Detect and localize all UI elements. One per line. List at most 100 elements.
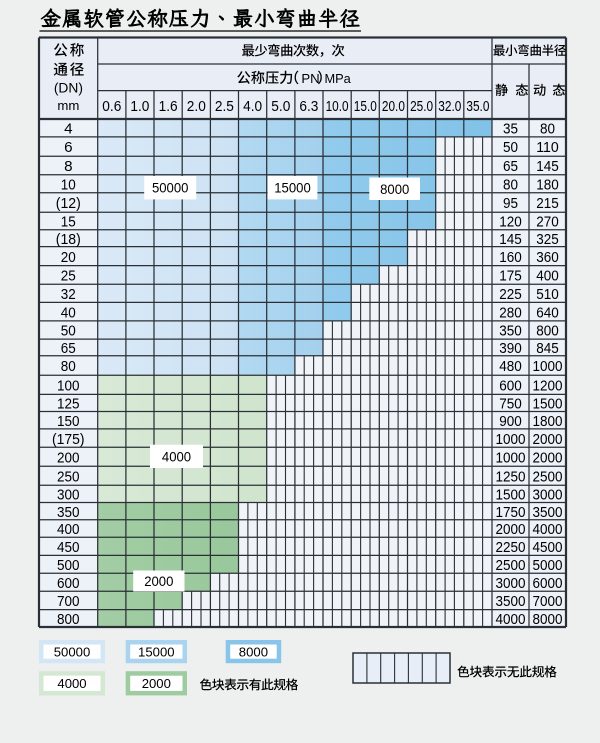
svg-text:50000: 50000 [152, 181, 189, 196]
svg-text:15000: 15000 [138, 644, 175, 659]
svg-text:4.0: 4.0 [243, 98, 262, 115]
svg-text:640: 640 [536, 304, 559, 321]
svg-text:1500: 1500 [533, 396, 563, 413]
svg-text:1750: 1750 [496, 504, 526, 521]
svg-text:mm: mm [57, 98, 79, 113]
svg-text:2250: 2250 [496, 539, 526, 556]
svg-text:8000: 8000 [239, 644, 268, 659]
svg-text:900: 900 [499, 413, 522, 430]
svg-text:145: 145 [499, 231, 522, 248]
svg-text:15000: 15000 [274, 181, 311, 196]
svg-text:280: 280 [499, 304, 522, 321]
svg-text:8000: 8000 [380, 182, 410, 197]
svg-text:8000: 8000 [533, 611, 563, 628]
svg-text:500: 500 [57, 557, 80, 574]
svg-text:35: 35 [503, 121, 518, 138]
svg-text:4500: 4500 [533, 539, 563, 556]
svg-text:250: 250 [57, 468, 80, 485]
svg-text:2000: 2000 [142, 676, 171, 691]
svg-text:80: 80 [503, 176, 518, 193]
svg-text:300: 300 [57, 487, 80, 504]
svg-text:50000: 50000 [54, 644, 91, 659]
svg-text:40: 40 [61, 304, 76, 321]
svg-text:800: 800 [57, 611, 80, 628]
svg-text:(18): (18) [56, 231, 81, 248]
svg-text:10: 10 [61, 176, 76, 193]
svg-text:95: 95 [503, 195, 518, 212]
svg-text:800: 800 [536, 323, 559, 340]
svg-text:20: 20 [61, 249, 76, 266]
svg-text:3000: 3000 [533, 487, 563, 504]
svg-text:32: 32 [61, 286, 76, 303]
svg-text:5.0: 5.0 [271, 98, 290, 115]
svg-text:1000: 1000 [496, 431, 526, 448]
svg-text:6000: 6000 [533, 575, 563, 592]
svg-text:25.0: 25.0 [410, 98, 433, 115]
svg-text:80: 80 [540, 121, 555, 138]
svg-text:480: 480 [499, 358, 522, 375]
svg-text:80: 80 [61, 358, 76, 375]
svg-text:4: 4 [64, 121, 72, 138]
svg-text:4000: 4000 [496, 611, 526, 628]
svg-text:15: 15 [61, 214, 76, 231]
svg-text:4000: 4000 [162, 449, 192, 464]
svg-text:(175): (175) [52, 431, 85, 448]
svg-text:600: 600 [57, 575, 80, 592]
svg-text:150: 150 [57, 413, 80, 430]
svg-text:750: 750 [499, 396, 522, 413]
svg-text:3500: 3500 [533, 504, 563, 521]
svg-text:2500: 2500 [533, 468, 563, 485]
svg-text:600: 600 [499, 378, 522, 395]
svg-text:120: 120 [499, 214, 522, 231]
svg-text:400: 400 [57, 521, 80, 538]
svg-text:1500: 1500 [496, 487, 526, 504]
svg-text:(12): (12) [56, 195, 81, 212]
svg-text:450: 450 [57, 539, 80, 556]
svg-text:2.5: 2.5 [215, 98, 234, 115]
svg-text:3500: 3500 [496, 593, 526, 610]
svg-text:225: 225 [499, 286, 522, 303]
svg-text:2000: 2000 [144, 574, 174, 589]
svg-text:400: 400 [536, 268, 559, 285]
svg-text:845: 845 [536, 340, 559, 357]
svg-text:1250: 1250 [496, 468, 526, 485]
svg-text:5000: 5000 [533, 557, 563, 574]
svg-text:510: 510 [536, 286, 559, 303]
svg-text:215: 215 [536, 195, 559, 212]
svg-text:0.6: 0.6 [102, 98, 121, 115]
svg-text:325: 325 [536, 231, 559, 248]
svg-text:2000: 2000 [496, 521, 526, 538]
svg-text:(DN): (DN) [54, 80, 83, 95]
svg-text:7000: 7000 [533, 593, 563, 610]
svg-text:6: 6 [64, 139, 72, 156]
svg-text:1.0: 1.0 [130, 98, 149, 115]
svg-text:15.0: 15.0 [354, 98, 377, 115]
svg-text:1200: 1200 [533, 378, 563, 395]
svg-text:3000: 3000 [496, 575, 526, 592]
svg-text:65: 65 [61, 340, 76, 357]
svg-text:MPa: MPa [324, 71, 351, 86]
svg-text:1000: 1000 [496, 449, 526, 466]
svg-text:PN: PN [301, 71, 319, 86]
svg-text:270: 270 [536, 214, 559, 231]
svg-text:145: 145 [536, 158, 559, 175]
svg-text:360: 360 [536, 249, 559, 266]
svg-text:6.3: 6.3 [299, 98, 318, 115]
svg-text:2500: 2500 [496, 557, 526, 574]
svg-text:4000: 4000 [533, 521, 563, 538]
svg-text:25: 25 [61, 268, 76, 285]
svg-text:350: 350 [499, 323, 522, 340]
svg-text:4000: 4000 [57, 676, 86, 691]
svg-text:1.6: 1.6 [159, 98, 178, 115]
svg-text:350: 350 [57, 504, 80, 521]
svg-text:1800: 1800 [533, 413, 563, 430]
svg-text:8: 8 [64, 158, 72, 175]
svg-text:50: 50 [503, 139, 518, 156]
svg-text:50: 50 [61, 323, 76, 340]
svg-text:125: 125 [57, 396, 80, 413]
svg-text:32.0: 32.0 [438, 98, 461, 115]
svg-text:160: 160 [499, 249, 522, 266]
svg-text:1000: 1000 [533, 358, 563, 375]
svg-text:175: 175 [499, 268, 522, 285]
svg-text:110: 110 [536, 139, 559, 156]
